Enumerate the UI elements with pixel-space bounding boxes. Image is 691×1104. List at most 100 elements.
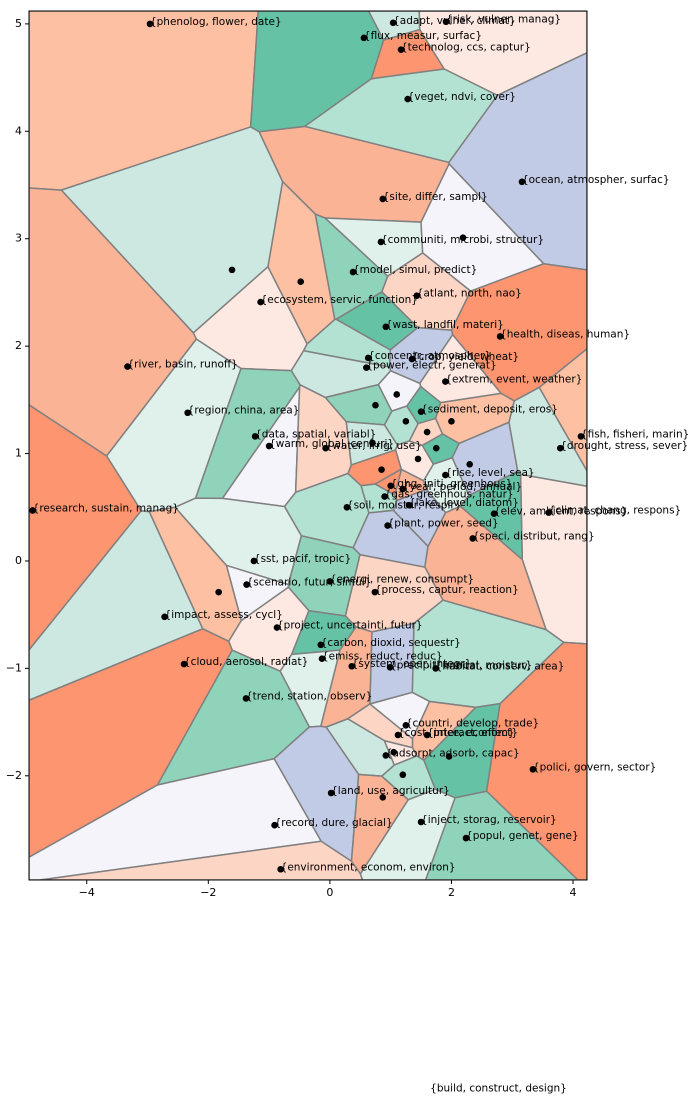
- points: [29, 18, 585, 873]
- point: [408, 355, 416, 363]
- point: [271, 821, 278, 829]
- point-label: {carbon, dioxid, sequestr}: [321, 637, 461, 649]
- point: [393, 391, 401, 398]
- point-label: {site, differ, sampl}: [383, 191, 488, 203]
- point: [243, 581, 250, 588]
- point: [363, 364, 370, 371]
- point: [124, 363, 131, 370]
- point-label: {phenolog, flower, date}: [150, 16, 282, 28]
- point: [242, 695, 250, 702]
- point-label: {adapt, vulner, climat}: [393, 15, 516, 27]
- point: [257, 298, 264, 306]
- point-label: {technolog, ccs, captur}: [401, 42, 531, 54]
- point-label: {climat, chang, respons}: [549, 505, 682, 517]
- point: [390, 748, 398, 756]
- y-tick-label: 3: [15, 232, 22, 245]
- point: [399, 485, 407, 493]
- point: [387, 482, 394, 490]
- point: [405, 501, 413, 509]
- point: [297, 278, 305, 285]
- point-label: {precipit, annual, moistur}: [390, 659, 532, 671]
- point-label: {communiti, microbi, structur}: [381, 234, 544, 246]
- y-tick-label: 2: [15, 339, 22, 352]
- point: [180, 660, 188, 668]
- point: [442, 378, 449, 385]
- point: [379, 793, 387, 801]
- point-label: {trend, station, observ}: [246, 690, 372, 702]
- point: [402, 722, 410, 729]
- y-tick-label: 1: [15, 447, 22, 460]
- x-tick-label: 4: [570, 886, 577, 899]
- point: [250, 557, 258, 565]
- point: [343, 503, 351, 511]
- point: [146, 20, 154, 28]
- voronoi-cell: [383, 405, 419, 446]
- point-label: {impact, assess, cycl}: [165, 609, 283, 621]
- voronoi-cell: [347, 448, 403, 487]
- point-label: {project, uncertainti, futur}: [277, 620, 423, 632]
- point: [459, 234, 467, 241]
- point-label: {concentr, atmospher}: [368, 350, 491, 362]
- point: [417, 818, 425, 826]
- point-label: {soil, moistur, respir}: [347, 499, 462, 511]
- point: [228, 266, 236, 274]
- point-label: {energi, renew, consumpt}: [330, 573, 474, 585]
- point: [364, 354, 372, 362]
- point-label: {water, irrig, use}: [326, 440, 422, 452]
- point-label: {ecosystem, servic, function}: [261, 294, 418, 306]
- point-labels: {phenolog, flower, date} {adapt, vulner, …: [33, 14, 690, 1095]
- point: [348, 662, 356, 670]
- point-label: {adsorpt, adsorb, capac}: [386, 747, 520, 759]
- point-label: {countri, develop, trade}: [406, 717, 539, 729]
- point-label: {sst, pacif, tropic}: [254, 553, 351, 565]
- point: [397, 46, 405, 53]
- point-label: {cloud, aerosol, radiat}: [184, 656, 308, 668]
- point: [389, 19, 397, 27]
- point-label: {build, construct, design}: [430, 1083, 567, 1095]
- point-label: {cost, price, econom}: [398, 727, 515, 739]
- point: [432, 665, 439, 672]
- point: [423, 428, 431, 436]
- y-tick-label: 0: [15, 554, 22, 567]
- point: [215, 588, 222, 596]
- point: [448, 418, 455, 425]
- point-label: {sediment, deposit, eros}: [421, 404, 558, 416]
- point: [372, 401, 379, 409]
- point-label: {wast, landfil, materi}: [386, 319, 504, 331]
- point: [251, 433, 259, 440]
- point-label: {model, simul, predict}: [353, 264, 477, 276]
- point-label: {environment, econom, environ}: [281, 861, 456, 873]
- point: [29, 507, 36, 514]
- x-tick-label: 2: [448, 886, 455, 899]
- point-label: {fish, fisheri, marin}: [581, 428, 689, 440]
- voronoi-cells: [29, 11, 587, 880]
- point: [423, 731, 431, 739]
- y-tick-label: 4: [15, 124, 22, 137]
- point: [402, 418, 410, 425]
- point-label: {lake, level, diatom}: [409, 497, 519, 509]
- point-label: {flux, measur, surfac}: [364, 30, 482, 42]
- point-label: {risk, vulner, manag}: [446, 14, 561, 26]
- plot-frame: [28, 10, 588, 881]
- x-tick-label: −2: [200, 886, 216, 899]
- point: [349, 268, 357, 276]
- point: [413, 292, 421, 299]
- point: [496, 333, 504, 340]
- x-tick-label: −4: [79, 886, 95, 899]
- point-label: {emiss, reduct, reduc}: [322, 651, 443, 663]
- point: [399, 771, 407, 779]
- point: [379, 195, 387, 203]
- point-label: {habitat, conserv, area}: [436, 660, 565, 672]
- point: [371, 588, 379, 596]
- point-label: {drought, stress, sever}: [560, 440, 688, 452]
- point-label: {data, spatial, variabl}: [255, 428, 376, 440]
- point-label: {land, use, agricultur}: [331, 785, 450, 797]
- point-label: {gas, greenhous, natur}: [385, 489, 514, 501]
- point-label: {record, dure, glacial}: [275, 817, 393, 829]
- point-label: {polici, govern, sector}: [533, 761, 656, 773]
- point-label: {warm, global, centuri}: [269, 438, 394, 450]
- point-label: {elev, ambient, respons}: [494, 506, 627, 518]
- point: [490, 510, 498, 518]
- point-label: {extrem, event, weather}: [445, 374, 582, 386]
